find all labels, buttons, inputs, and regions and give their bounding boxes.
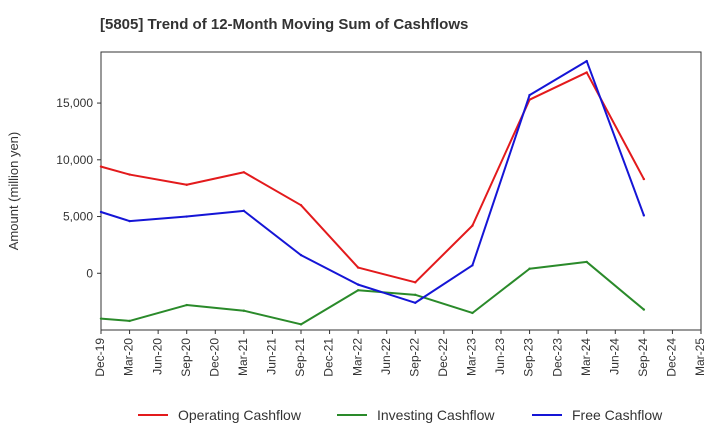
x-tick-label: Jun-20 <box>150 338 164 375</box>
x-tick-label: Dec-21 <box>322 338 336 377</box>
x-tick-label: Jun-21 <box>265 338 279 375</box>
legend-item-operating: Operating Cashflow <box>138 404 301 426</box>
x-tick-label: Dec-20 <box>207 338 221 377</box>
x-tick-label: Mar-23 <box>465 338 479 376</box>
data-point-2 <box>642 214 646 217</box>
x-tick-label: Sep-20 <box>179 338 193 377</box>
data-point-0 <box>471 224 474 227</box>
x-tick-label: Dec-23 <box>550 338 564 377</box>
x-tick-label: Sep-24 <box>636 338 650 377</box>
legend-swatch-investing <box>337 414 367 416</box>
legend-swatch-free <box>532 414 562 416</box>
data-point-2 <box>299 253 303 257</box>
data-point-2 <box>414 301 417 304</box>
data-point-2 <box>471 264 474 267</box>
y-tick-label: 5,000 <box>63 210 93 224</box>
data-point-1 <box>585 260 588 264</box>
data-point-1 <box>528 267 531 270</box>
data-point-1 <box>471 311 474 315</box>
data-point-1 <box>299 323 303 326</box>
legend-item-free: Free Cashflow <box>532 404 662 426</box>
data-point-0 <box>642 177 646 181</box>
data-point-0 <box>99 165 103 168</box>
x-tick-label: Sep-22 <box>407 338 421 377</box>
x-tick-label: Jun-22 <box>379 338 393 375</box>
data-point-2 <box>128 219 131 223</box>
legend-label-investing: Investing Cashflow <box>377 407 495 423</box>
x-tick-label: Sep-23 <box>522 338 536 377</box>
data-point-0 <box>299 203 303 207</box>
data-point-2 <box>242 209 246 213</box>
axes <box>97 51 702 334</box>
x-tick-label: Jun-23 <box>493 338 507 375</box>
data-point-0 <box>414 281 417 284</box>
x-tick-label: Mar-24 <box>579 338 593 376</box>
data-point-0 <box>128 173 131 176</box>
x-tick-label: Mar-20 <box>122 338 136 376</box>
axis-labels: Dec-19 Mar-20 Jun-20 Sep-20 Dec-20 Mar-21 Jun-… <box>6 96 707 377</box>
data-point-1 <box>642 308 646 311</box>
data-point-2 <box>356 283 360 286</box>
chart-title: [5805] Trend of 12-Month Moving Sum of C… <box>100 16 469 33</box>
y-tick-label: 15,000 <box>56 96 93 110</box>
x-tick-label: Dec-19 <box>93 338 107 377</box>
data-point-0 <box>356 266 360 269</box>
data-point-1 <box>356 289 360 292</box>
y-tick-label: 0 <box>86 266 93 280</box>
data-point-1 <box>242 309 246 312</box>
y-tick-label: 10,000 <box>56 153 93 167</box>
x-tick-label: Mar-21 <box>236 338 250 376</box>
plot-frame <box>100 51 702 331</box>
x-tick-label: Mar-22 <box>350 338 364 376</box>
data-point-1 <box>414 293 417 297</box>
series-lines <box>99 59 646 326</box>
data-point-2 <box>528 93 531 97</box>
x-tick-label: Mar-25 <box>693 338 707 376</box>
legend: Operating Cashflow Investing Cashflow Fr… <box>0 404 720 426</box>
data-point-2 <box>99 210 103 214</box>
x-tick-label: Dec-22 <box>436 338 450 377</box>
data-point-0 <box>185 183 188 186</box>
x-tick-label: Jun-24 <box>607 338 621 375</box>
legend-swatch-operating <box>138 414 168 416</box>
y-axis-title: Amount (million yen) <box>6 132 21 251</box>
data-point-1 <box>128 319 131 323</box>
x-tick-label: Dec-24 <box>665 338 679 377</box>
legend-item-investing: Investing Cashflow <box>337 404 495 426</box>
legend-label-operating: Operating Cashflow <box>178 407 301 423</box>
data-point-2 <box>185 215 188 218</box>
data-point-1 <box>99 317 103 320</box>
data-point-0 <box>242 171 246 174</box>
legend-label-free: Free Cashflow <box>572 407 663 423</box>
data-point-1 <box>185 303 188 307</box>
x-tick-label: Sep-21 <box>293 338 307 377</box>
data-point-0 <box>585 71 588 74</box>
data-point-2 <box>585 59 588 63</box>
